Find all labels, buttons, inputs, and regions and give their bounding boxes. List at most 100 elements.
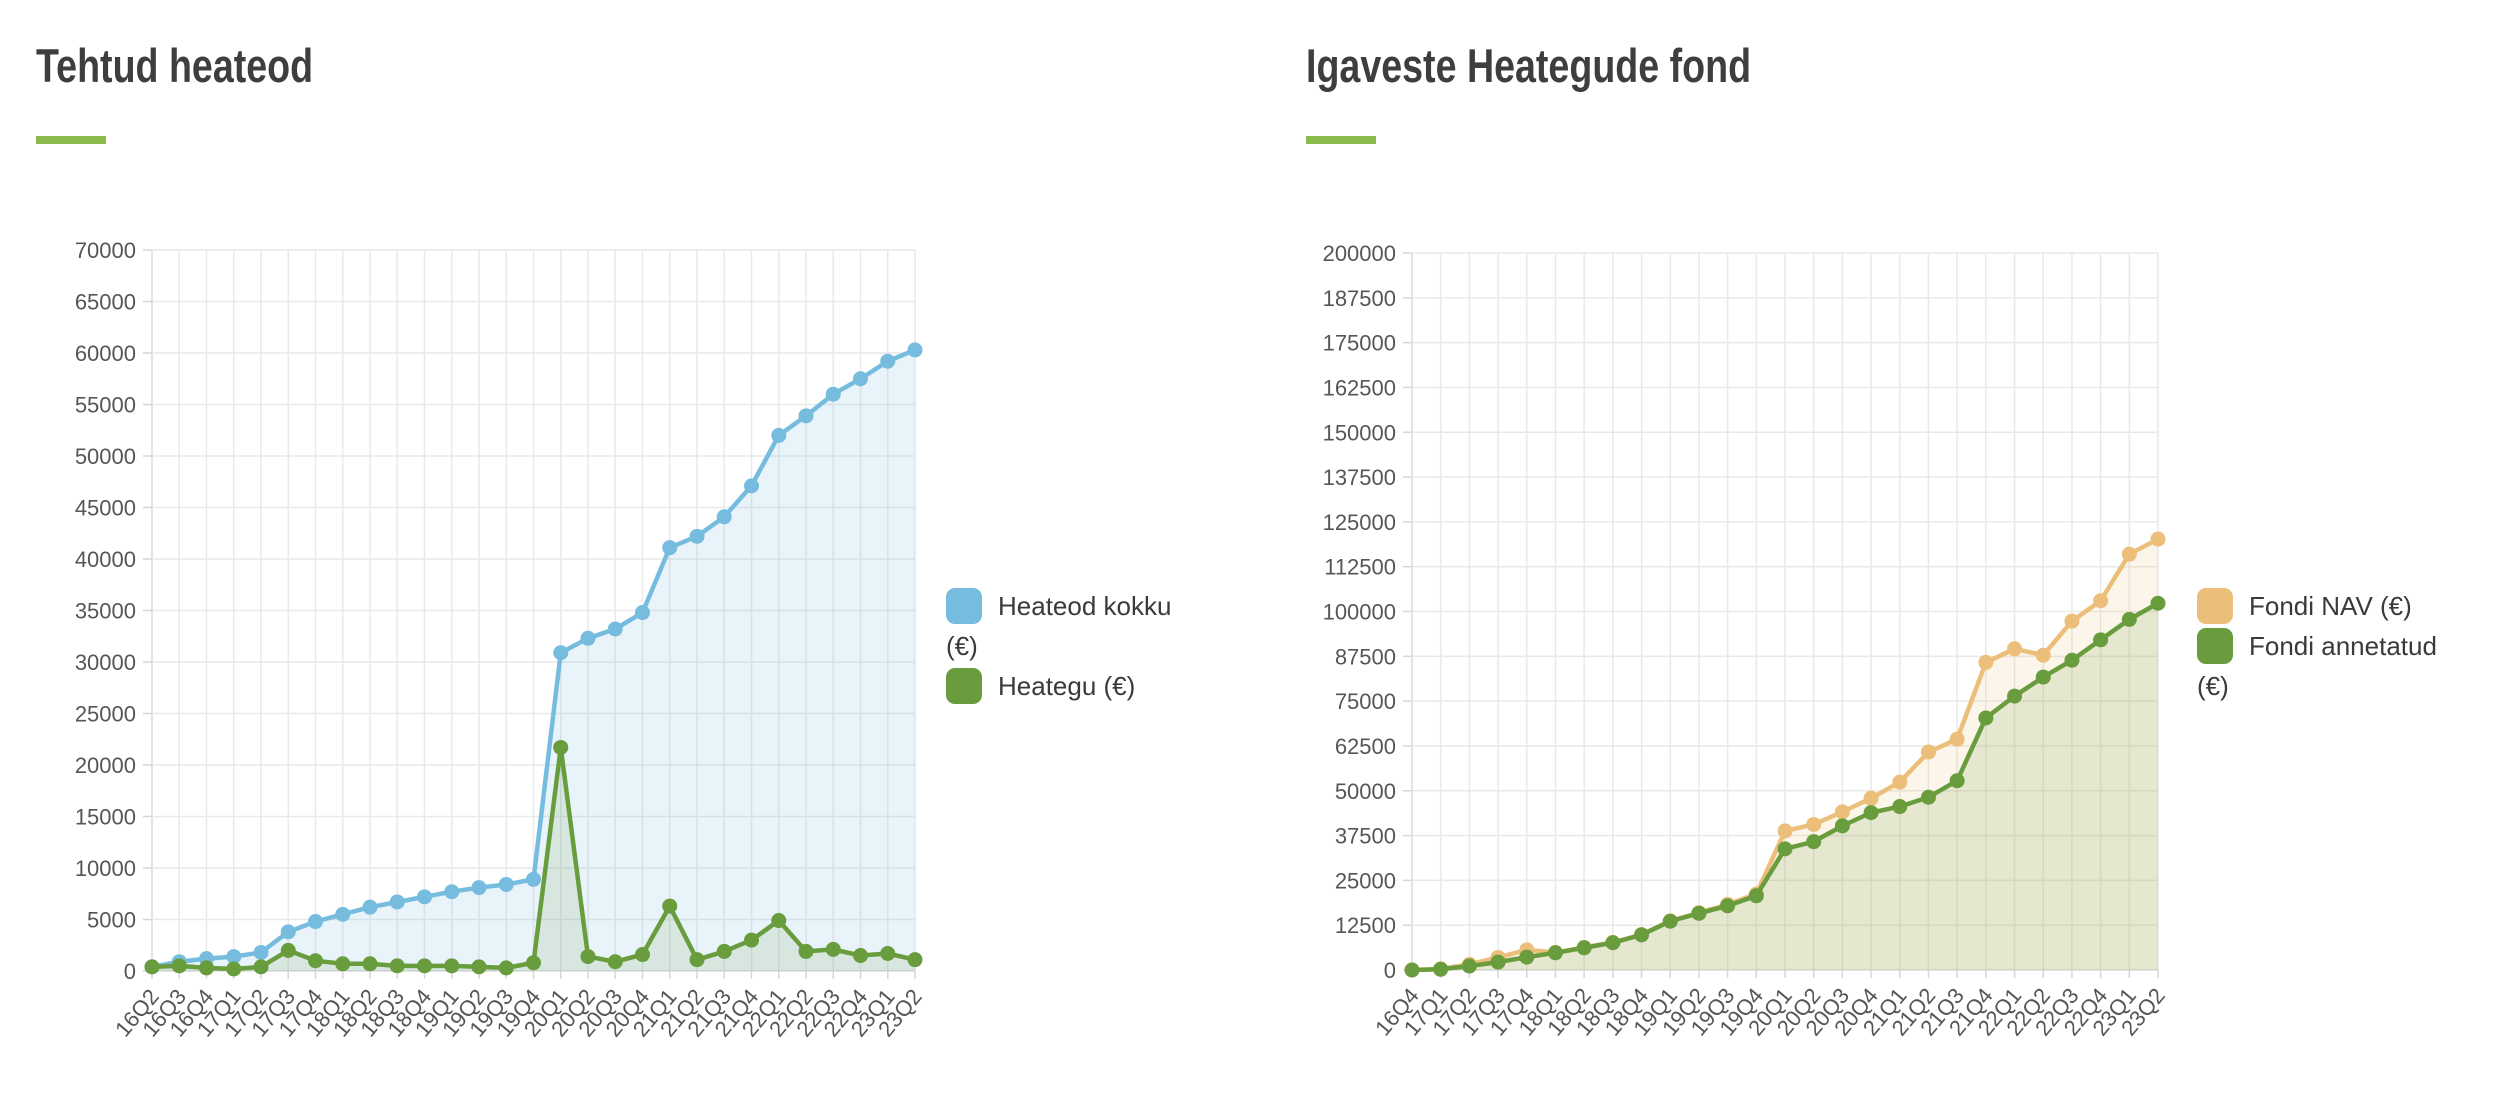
data-point[interactable] — [253, 959, 269, 975]
data-point[interactable] — [389, 894, 405, 910]
data-point[interactable] — [1777, 823, 1793, 839]
data-point[interactable] — [825, 941, 841, 957]
data-point[interactable] — [2093, 632, 2109, 648]
data-point[interactable] — [689, 528, 705, 544]
data-point[interactable] — [1920, 744, 1936, 760]
data-point[interactable] — [417, 958, 432, 974]
data-point[interactable] — [498, 960, 514, 976]
data-point[interactable] — [1920, 789, 1936, 805]
data-point[interactable] — [1806, 816, 1822, 832]
data-point[interactable] — [880, 353, 896, 369]
data-point[interactable] — [1404, 962, 1420, 978]
data-point[interactable] — [471, 880, 487, 896]
data-point[interactable] — [1634, 927, 1650, 943]
data-point[interactable] — [1949, 773, 1965, 789]
data-point[interactable] — [662, 898, 678, 914]
data-point[interactable] — [362, 899, 378, 915]
data-point[interactable] — [1806, 834, 1822, 850]
data-point[interactable] — [280, 924, 296, 940]
data-point[interactable] — [853, 948, 868, 964]
data-point[interactable] — [607, 954, 623, 970]
data-point[interactable] — [635, 947, 650, 963]
data-point[interactable] — [2093, 593, 2109, 609]
data-point[interactable] — [2150, 531, 2166, 547]
data-point[interactable] — [444, 958, 460, 974]
data-point[interactable] — [526, 955, 541, 971]
data-point[interactable] — [335, 956, 351, 972]
data-point[interactable] — [662, 540, 678, 556]
data-point[interactable] — [1461, 958, 1477, 974]
data-point[interactable] — [526, 871, 541, 887]
data-point[interactable] — [2064, 613, 2080, 629]
data-point[interactable] — [389, 958, 405, 974]
data-point[interactable] — [1490, 954, 1506, 970]
data-point[interactable] — [635, 605, 650, 621]
data-point[interactable] — [1748, 888, 1764, 904]
data-point[interactable] — [689, 952, 705, 968]
data-point[interactable] — [335, 906, 351, 922]
data-point[interactable] — [280, 942, 296, 958]
data-point[interactable] — [1662, 913, 1678, 929]
data-point[interactable] — [716, 943, 732, 959]
data-point[interactable] — [580, 949, 596, 965]
data-point[interactable] — [798, 943, 814, 959]
data-point[interactable] — [2007, 688, 2023, 704]
data-point[interactable] — [1433, 961, 1449, 977]
data-point[interactable] — [771, 913, 787, 929]
data-point[interactable] — [744, 478, 759, 494]
legend-item-heategu[interactable]: Heategu (€) — [946, 666, 1200, 706]
tehtud-heateod-plot[interactable]: 0 5000 10000 15000 20000 25000 30000 35000 40000… — [75, 238, 927, 1041]
data-point[interactable] — [607, 621, 623, 637]
data-point[interactable] — [798, 408, 814, 424]
data-point[interactable] — [171, 958, 187, 974]
igaveste-fond-plot[interactable]: 0 12500 25000 37500 50000 62500 75000 87500 1000… — [1323, 241, 2170, 1040]
data-point[interactable] — [880, 945, 896, 961]
data-point[interactable] — [1519, 949, 1535, 965]
data-point[interactable] — [444, 884, 460, 900]
data-point[interactable] — [144, 959, 160, 975]
data-point[interactable] — [2064, 652, 2080, 668]
data-point[interactable] — [2035, 647, 2051, 663]
data-point[interactable] — [580, 630, 596, 646]
legend-item-heateod-kokku[interactable]: Heateod kokku (€) — [946, 586, 1200, 666]
data-point[interactable] — [226, 949, 242, 965]
data-point[interactable] — [1834, 804, 1850, 820]
data-point[interactable] — [308, 914, 323, 930]
data-point[interactable] — [1777, 841, 1793, 857]
data-point[interactable] — [1834, 818, 1850, 834]
data-point[interactable] — [825, 386, 841, 402]
data-point[interactable] — [1892, 799, 1908, 815]
data-point[interactable] — [716, 509, 732, 525]
data-point[interactable] — [1576, 940, 1592, 956]
legend-item-fondi-nav[interactable]: Fondi NAV (€) — [2197, 586, 2459, 626]
data-point[interactable] — [2035, 669, 2051, 685]
data-point[interactable] — [1892, 774, 1908, 790]
data-point[interactable] — [1949, 731, 1965, 747]
data-point[interactable] — [553, 739, 569, 755]
data-point[interactable] — [1691, 905, 1707, 921]
data-point[interactable] — [253, 944, 269, 960]
data-point[interactable] — [907, 342, 923, 358]
data-point[interactable] — [199, 960, 214, 976]
data-point[interactable] — [2121, 546, 2137, 562]
data-point[interactable] — [853, 371, 868, 387]
data-point[interactable] — [744, 932, 759, 948]
data-point[interactable] — [417, 889, 432, 905]
data-point[interactable] — [553, 645, 569, 661]
data-point[interactable] — [771, 427, 787, 443]
data-point[interactable] — [226, 961, 242, 977]
data-point[interactable] — [907, 952, 923, 968]
data-point[interactable] — [1720, 898, 1736, 914]
data-point[interactable] — [1978, 654, 1994, 670]
data-point[interactable] — [1863, 790, 1879, 806]
data-point[interactable] — [2007, 641, 2023, 657]
data-point[interactable] — [1978, 710, 1994, 726]
data-point[interactable] — [308, 953, 323, 969]
data-point[interactable] — [1547, 945, 1563, 961]
data-point[interactable] — [2121, 611, 2137, 627]
data-point[interactable] — [471, 959, 487, 975]
data-point[interactable] — [1863, 805, 1879, 821]
data-point[interactable] — [498, 876, 514, 892]
legend-item-fondi-annetatud[interactable]: Fondi annetatud (€) — [2197, 626, 2459, 706]
